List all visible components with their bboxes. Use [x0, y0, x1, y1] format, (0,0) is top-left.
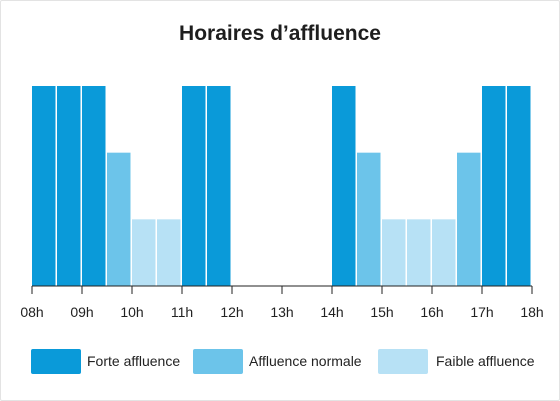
legend-swatch-normal: [193, 349, 243, 374]
bar-1530: [407, 219, 431, 286]
x-tick-label-15h: 15h: [370, 304, 393, 320]
bar-1730: [507, 86, 531, 286]
bar-1630: [457, 152, 481, 286]
chart-title: Horaires d’affluence: [179, 22, 381, 45]
x-tick-label-18h: 18h: [520, 304, 543, 320]
bar-0800: [32, 86, 56, 286]
bar-0900: [82, 86, 106, 286]
legend-label-high: Forte affluence: [87, 353, 181, 369]
x-tick-label-17h: 17h: [470, 304, 493, 320]
x-tick-label-10h: 10h: [120, 304, 143, 320]
legend-swatch-low: [378, 349, 428, 374]
bar-0830: [57, 86, 81, 286]
x-tick-label-09h: 09h: [70, 304, 93, 320]
legend: Forte affluence Affluence normale Faible…: [31, 349, 536, 377]
x-tick-label-11h: 11h: [171, 304, 193, 320]
bar-1500: [382, 219, 406, 286]
x-tick-label-14h: 14h: [320, 304, 343, 320]
x-tick-label-16h: 16h: [420, 304, 443, 320]
bar-1400: [332, 86, 356, 286]
x-tick-label-12h: 12h: [220, 304, 243, 320]
bar-1000: [132, 219, 156, 286]
bar-0930: [107, 152, 131, 286]
x-tick-label-13h: 13h: [270, 304, 293, 320]
bar-1100: [182, 86, 206, 286]
bar-1600: [432, 219, 456, 286]
bar-1700: [482, 86, 506, 286]
legend-label-low: Faible affluence: [436, 353, 535, 369]
legend-label-normal: Affluence normale: [249, 353, 362, 369]
x-tick-label-08h: 08h: [20, 304, 43, 320]
legend-swatch-high: [31, 349, 81, 374]
bar-1430: [357, 152, 381, 286]
chart-plot: 08h 09h 10h 11h 12h 13h 14h 15h 16h 17h 18h: [20, 86, 544, 320]
bar-1130: [207, 86, 231, 286]
bar-1030: [157, 219, 181, 286]
